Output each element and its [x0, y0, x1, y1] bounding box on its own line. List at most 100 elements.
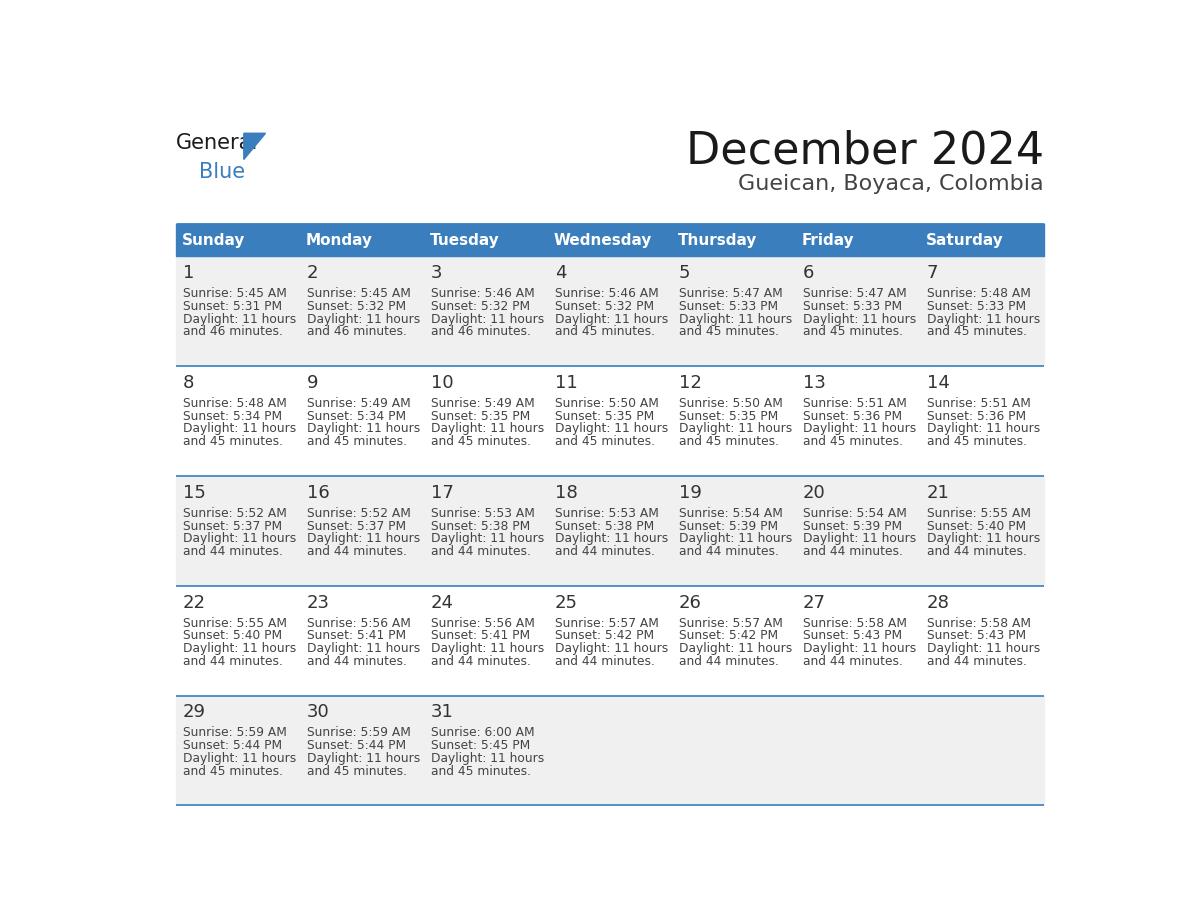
Bar: [424, 224, 548, 256]
Text: 13: 13: [803, 374, 826, 392]
Text: Sunrise: 5:54 AM: Sunrise: 5:54 AM: [678, 507, 783, 520]
Text: Sunset: 5:34 PM: Sunset: 5:34 PM: [183, 409, 282, 423]
Text: Daylight: 11 hours: Daylight: 11 hours: [430, 642, 544, 655]
Text: Sunset: 5:44 PM: Sunset: 5:44 PM: [307, 739, 406, 752]
Text: 3: 3: [430, 264, 442, 282]
Bar: [796, 366, 920, 476]
Text: Sunset: 5:44 PM: Sunset: 5:44 PM: [183, 739, 282, 752]
Text: Sunset: 5:36 PM: Sunset: 5:36 PM: [927, 409, 1025, 423]
Bar: [796, 696, 920, 805]
Text: 27: 27: [803, 594, 826, 611]
Text: and 45 minutes.: and 45 minutes.: [803, 435, 903, 448]
Bar: [299, 366, 424, 476]
Text: Sunset: 5:35 PM: Sunset: 5:35 PM: [430, 409, 530, 423]
Text: 23: 23: [307, 594, 329, 611]
Bar: [176, 476, 299, 586]
Bar: [424, 256, 548, 366]
Bar: [548, 256, 671, 366]
Text: Sunset: 5:40 PM: Sunset: 5:40 PM: [927, 520, 1025, 532]
Text: Daylight: 11 hours: Daylight: 11 hours: [183, 642, 296, 655]
Text: Sunday: Sunday: [182, 233, 245, 248]
Text: and 45 minutes.: and 45 minutes.: [307, 435, 406, 448]
Text: and 44 minutes.: and 44 minutes.: [183, 655, 283, 667]
Bar: [299, 586, 424, 696]
Text: Sunset: 5:41 PM: Sunset: 5:41 PM: [307, 630, 406, 643]
Bar: [548, 586, 671, 696]
Text: and 45 minutes.: and 45 minutes.: [555, 325, 655, 339]
Text: Sunrise: 5:51 AM: Sunrise: 5:51 AM: [927, 397, 1030, 410]
Text: Daylight: 11 hours: Daylight: 11 hours: [927, 532, 1040, 545]
Text: Sunset: 5:39 PM: Sunset: 5:39 PM: [678, 520, 778, 532]
Text: Sunrise: 5:51 AM: Sunrise: 5:51 AM: [803, 397, 906, 410]
Bar: [671, 586, 796, 696]
Text: Sunset: 5:32 PM: Sunset: 5:32 PM: [430, 300, 530, 313]
Text: Sunrise: 5:59 AM: Sunrise: 5:59 AM: [183, 726, 286, 740]
Text: 22: 22: [183, 594, 206, 611]
Text: and 45 minutes.: and 45 minutes.: [307, 765, 406, 778]
Text: and 44 minutes.: and 44 minutes.: [430, 545, 531, 558]
Text: Daylight: 11 hours: Daylight: 11 hours: [927, 313, 1040, 326]
Text: Daylight: 11 hours: Daylight: 11 hours: [430, 422, 544, 435]
Text: Sunrise: 5:47 AM: Sunrise: 5:47 AM: [803, 287, 906, 300]
Text: and 45 minutes.: and 45 minutes.: [678, 325, 778, 339]
Bar: [796, 224, 920, 256]
Bar: [920, 476, 1043, 586]
Bar: [176, 586, 299, 696]
Text: Sunset: 5:35 PM: Sunset: 5:35 PM: [678, 409, 778, 423]
Text: Sunrise: 5:46 AM: Sunrise: 5:46 AM: [555, 287, 658, 300]
Bar: [920, 256, 1043, 366]
Text: 12: 12: [678, 374, 701, 392]
Bar: [424, 696, 548, 805]
Text: Daylight: 11 hours: Daylight: 11 hours: [555, 313, 668, 326]
Text: Daylight: 11 hours: Daylight: 11 hours: [183, 752, 296, 765]
Bar: [920, 586, 1043, 696]
Text: Sunrise: 5:56 AM: Sunrise: 5:56 AM: [430, 617, 535, 630]
Text: Sunset: 5:37 PM: Sunset: 5:37 PM: [183, 520, 282, 532]
Text: Daylight: 11 hours: Daylight: 11 hours: [555, 642, 668, 655]
Text: and 44 minutes.: and 44 minutes.: [307, 545, 406, 558]
Text: and 44 minutes.: and 44 minutes.: [183, 545, 283, 558]
Text: Daylight: 11 hours: Daylight: 11 hours: [927, 422, 1040, 435]
Text: Saturday: Saturday: [925, 233, 1004, 248]
Text: Sunrise: 6:00 AM: Sunrise: 6:00 AM: [430, 726, 535, 740]
Text: Sunset: 5:33 PM: Sunset: 5:33 PM: [678, 300, 778, 313]
Bar: [299, 476, 424, 586]
Text: 31: 31: [430, 703, 454, 722]
Text: 19: 19: [678, 484, 701, 502]
Text: 5: 5: [678, 264, 690, 282]
Text: Sunrise: 5:45 AM: Sunrise: 5:45 AM: [183, 287, 286, 300]
Text: Monday: Monday: [305, 233, 373, 248]
Text: and 45 minutes.: and 45 minutes.: [927, 325, 1026, 339]
Text: and 46 minutes.: and 46 minutes.: [307, 325, 406, 339]
Text: Sunrise: 5:58 AM: Sunrise: 5:58 AM: [803, 617, 906, 630]
Bar: [796, 256, 920, 366]
Text: Thursday: Thursday: [678, 233, 757, 248]
Text: Daylight: 11 hours: Daylight: 11 hours: [555, 422, 668, 435]
Bar: [299, 696, 424, 805]
Text: 9: 9: [307, 374, 318, 392]
Text: Daylight: 11 hours: Daylight: 11 hours: [803, 532, 916, 545]
Text: Sunrise: 5:48 AM: Sunrise: 5:48 AM: [927, 287, 1030, 300]
Text: and 45 minutes.: and 45 minutes.: [555, 435, 655, 448]
Text: 6: 6: [803, 264, 814, 282]
Text: Sunrise: 5:50 AM: Sunrise: 5:50 AM: [555, 397, 658, 410]
Text: Sunset: 5:34 PM: Sunset: 5:34 PM: [307, 409, 406, 423]
Text: and 44 minutes.: and 44 minutes.: [555, 655, 655, 667]
Bar: [671, 256, 796, 366]
Bar: [920, 224, 1043, 256]
Text: Daylight: 11 hours: Daylight: 11 hours: [307, 752, 419, 765]
Text: Daylight: 11 hours: Daylight: 11 hours: [307, 313, 419, 326]
Text: and 45 minutes.: and 45 minutes.: [430, 435, 531, 448]
Text: Sunset: 5:43 PM: Sunset: 5:43 PM: [803, 630, 902, 643]
Bar: [299, 256, 424, 366]
Text: Daylight: 11 hours: Daylight: 11 hours: [678, 313, 792, 326]
Text: 8: 8: [183, 374, 194, 392]
Text: 20: 20: [803, 484, 826, 502]
Text: Sunrise: 5:59 AM: Sunrise: 5:59 AM: [307, 726, 411, 740]
Text: and 44 minutes.: and 44 minutes.: [307, 655, 406, 667]
Text: Daylight: 11 hours: Daylight: 11 hours: [555, 532, 668, 545]
Bar: [671, 696, 796, 805]
Text: Sunrise: 5:46 AM: Sunrise: 5:46 AM: [430, 287, 535, 300]
Text: 1: 1: [183, 264, 194, 282]
Bar: [424, 366, 548, 476]
